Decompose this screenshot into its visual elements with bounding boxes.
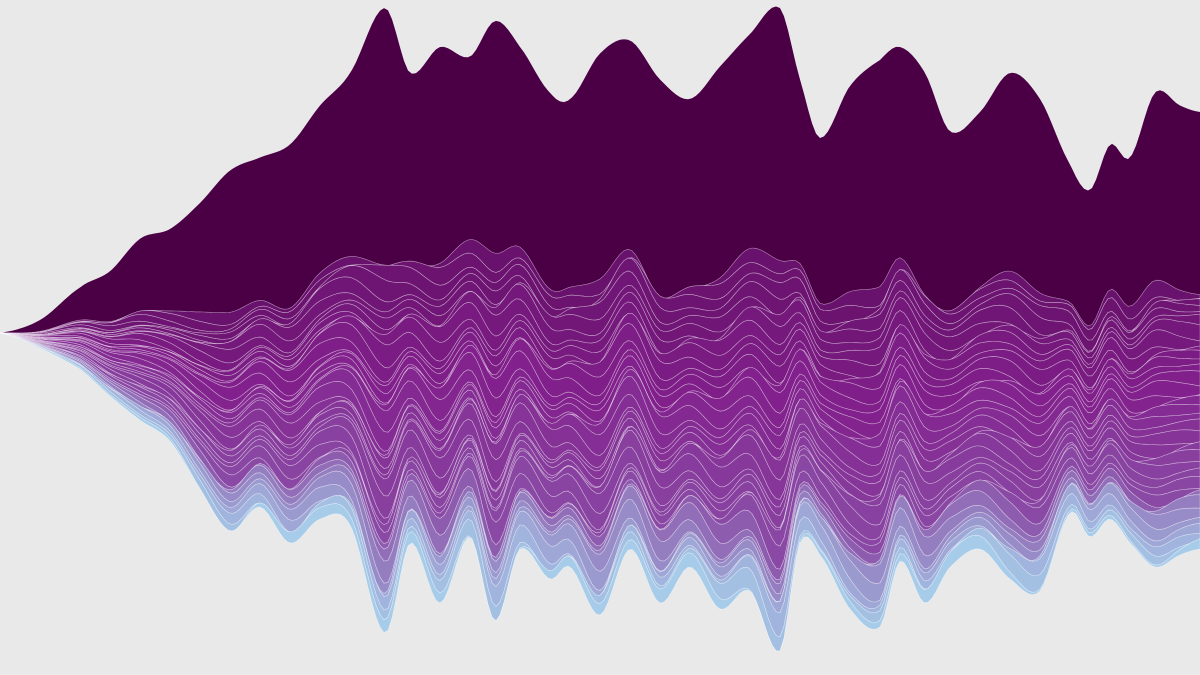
stream-layer-29 — [0, 332, 1200, 541]
stream-layer-22 — [0, 332, 1200, 477]
stream-layer-27 — [0, 332, 1200, 528]
stream-layer-26 — [0, 332, 1200, 516]
stream-layer-17 — [0, 332, 1200, 439]
stream-layer-34 — [0, 332, 1200, 595]
stream-layer-32 — [0, 332, 1200, 580]
stream-layer-16 — [0, 332, 1200, 425]
stream-layer-23 — [0, 332, 1200, 485]
stream-layer-18 — [0, 332, 1200, 443]
stream-layer-33 — [0, 332, 1200, 584]
stream-layer-9 — [0, 291, 1200, 369]
stream-layer-20 — [0, 332, 1200, 461]
stream-layer-30 — [0, 332, 1200, 547]
stream-layer-31 — [0, 332, 1200, 570]
stream-layer-38 — [0, 332, 1200, 638]
stream-layer-13 — [0, 321, 1200, 396]
stream-layer-40 — [0, 332, 1200, 652]
stream-layer-28 — [0, 332, 1200, 532]
stream-layer-25 — [0, 332, 1200, 508]
stream-layer-10 — [0, 301, 1200, 380]
stream-layer-24 — [0, 332, 1200, 500]
stream-layer-12 — [0, 312, 1200, 393]
stream-layer-39 — [0, 332, 1200, 652]
stream-layer-6 — [0, 270, 1200, 354]
stream-layer-37 — [0, 332, 1200, 614]
stream-layer-1 — [0, 6, 1200, 333]
stream-layer-21 — [0, 332, 1200, 466]
stream-layer-11 — [0, 312, 1200, 388]
stream-layer-14 — [0, 332, 1200, 405]
stream-layer-7 — [0, 282, 1200, 359]
stream-layer-15 — [0, 332, 1200, 414]
stream-layer-4 — [0, 257, 1200, 352]
